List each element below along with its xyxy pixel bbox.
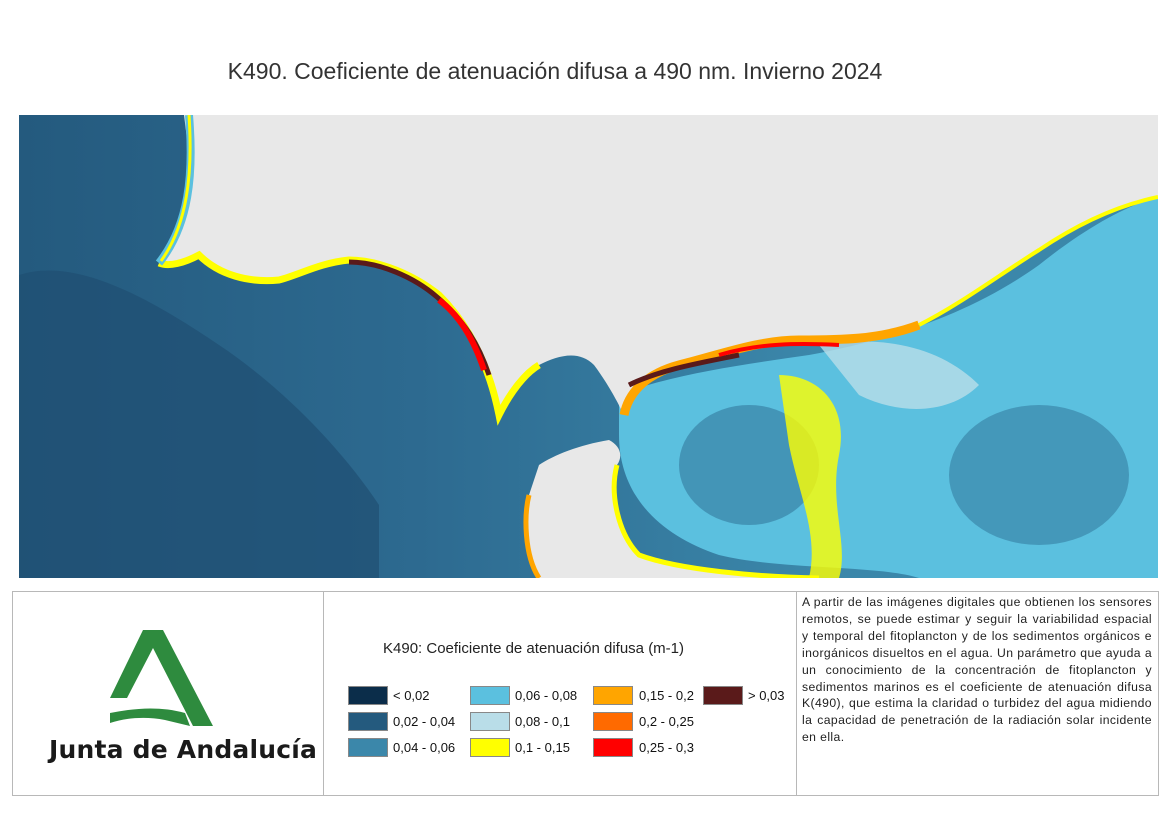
legend-label: 0,15 - 0,2 (639, 688, 694, 703)
description-text: A partir de las imágenes digitales que o… (802, 595, 1152, 745)
turbid-plume (779, 375, 842, 578)
iberia-land (159, 115, 1158, 415)
legend-swatch (348, 738, 388, 757)
africa-land (526, 440, 819, 578)
legend-label: 0,02 - 0,04 (393, 714, 456, 729)
legend-label: > 0,03 (748, 688, 785, 703)
legend-swatch (348, 712, 388, 731)
legend-title: K490: Coeficiente de atenuación difusa (… (383, 640, 685, 657)
legend-swatch (470, 686, 510, 705)
legend-swatch (470, 712, 510, 731)
legend-swatch (593, 712, 633, 731)
logo-text: Junta de Andalucía (49, 735, 318, 764)
legend-label: 0,08 - 0,1 (515, 714, 570, 729)
divider (323, 591, 324, 796)
deep-water-area (19, 270, 379, 578)
legend-label: 0,25 - 0,3 (639, 740, 694, 755)
legend-panel (12, 591, 1159, 796)
legend-label: 0,04 - 0,06 (393, 740, 456, 755)
legend-swatch (593, 686, 633, 705)
legend-swatch (703, 686, 743, 705)
map (19, 115, 1158, 578)
legend-label: 0,06 - 0,08 (515, 688, 578, 703)
divider (796, 591, 797, 796)
legend-swatch (470, 738, 510, 757)
legend-label: 0,1 - 0,15 (515, 740, 570, 755)
alboran-west-gyre (679, 405, 819, 525)
legend-label: 0,2 - 0,25 (639, 714, 694, 729)
map-title: K490. Coeficiente de atenuación difusa a… (227, 58, 883, 84)
light-water-patch (819, 341, 979, 409)
junta-logo-icon (110, 630, 213, 726)
alboran-east-gyre (949, 405, 1129, 545)
legend-label: < 0,02 (393, 688, 430, 703)
legend-swatch (593, 738, 633, 757)
legend-swatch (348, 686, 388, 705)
